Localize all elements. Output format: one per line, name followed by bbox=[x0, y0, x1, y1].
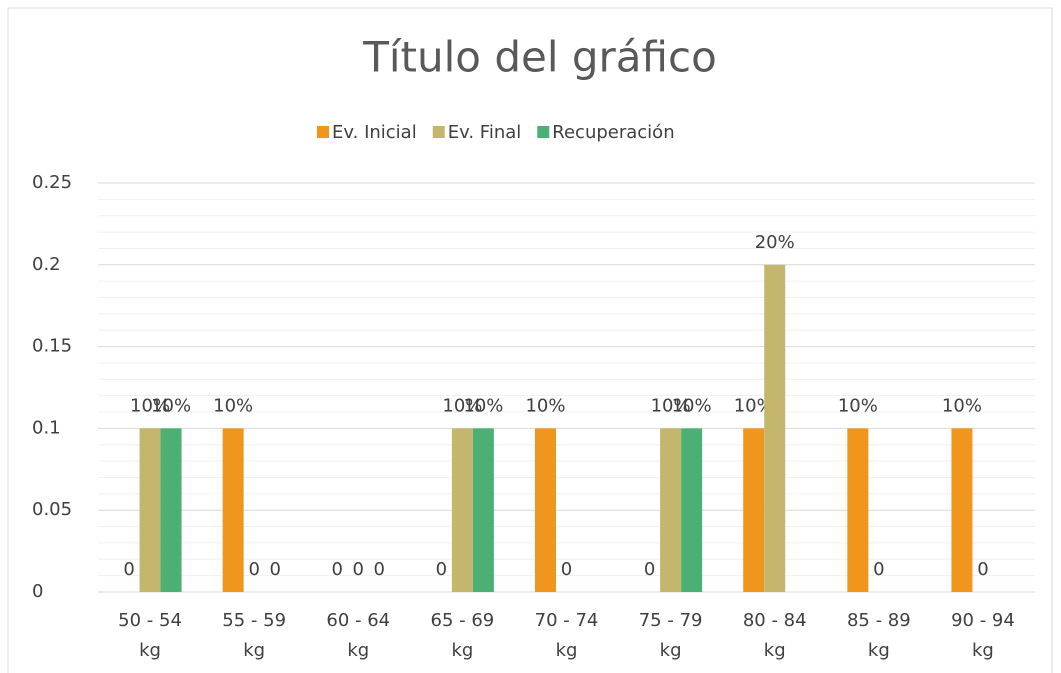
y-tick-label: 0.25 bbox=[32, 172, 72, 193]
data-label: 10% bbox=[130, 395, 170, 416]
data-label: 0 bbox=[561, 559, 572, 580]
data-label: 10% bbox=[672, 395, 712, 416]
data-label: 0 bbox=[977, 559, 988, 580]
legend-label: Ev. Inicial bbox=[332, 122, 417, 143]
legend-label: Ev. Final bbox=[448, 122, 522, 143]
data-label: 10% bbox=[525, 395, 565, 416]
legend-label: Recuperación bbox=[552, 122, 674, 143]
data-label: 10% bbox=[442, 395, 482, 416]
bar bbox=[681, 428, 703, 592]
legend-swatch bbox=[537, 126, 550, 138]
chart-border bbox=[7, 7, 1053, 673]
data-label: 0 bbox=[332, 559, 343, 580]
x-tick-label: 50 - 54 kg bbox=[118, 610, 182, 661]
data-label: 10% bbox=[734, 395, 774, 416]
data-label: 0 bbox=[269, 559, 280, 580]
data-label: 10% bbox=[942, 395, 982, 416]
x-tick-label: 65 - 69 kg bbox=[430, 610, 495, 661]
data-label: 10% bbox=[463, 395, 503, 416]
data-label: 0 bbox=[644, 559, 655, 580]
y-tick-label: 0 bbox=[32, 581, 43, 602]
data-label: 20% bbox=[755, 232, 795, 253]
bar bbox=[951, 428, 973, 592]
data-label: 10% bbox=[651, 395, 691, 416]
bar bbox=[472, 428, 494, 592]
data-label: 0 bbox=[353, 559, 364, 580]
y-tick-label: 0.05 bbox=[32, 499, 72, 520]
data-label: 0 bbox=[873, 559, 884, 580]
chart-title: Título del gráfico bbox=[362, 33, 717, 82]
y-tick-label: 0.2 bbox=[32, 254, 61, 275]
x-tick-label: 85 - 89 kg bbox=[846, 610, 911, 661]
x-tick-label: 90 - 94 kg bbox=[951, 610, 1015, 661]
data-label: 0 bbox=[436, 559, 447, 580]
x-tick-label: 60 - 64 kg bbox=[326, 610, 391, 661]
legend-swatch bbox=[432, 126, 445, 138]
bar bbox=[451, 428, 473, 592]
y-tick-label: 0.1 bbox=[32, 417, 61, 438]
x-tick-label: 75 - 79 kg bbox=[638, 610, 703, 661]
data-label: 0 bbox=[374, 559, 385, 580]
y-tick-label: 0.15 bbox=[32, 336, 72, 357]
x-tick-label: 55 - 59 kg bbox=[222, 610, 287, 661]
data-label: 10% bbox=[838, 395, 878, 416]
legend-swatch bbox=[317, 126, 329, 138]
data-label: 10% bbox=[213, 395, 253, 416]
bar bbox=[160, 428, 182, 592]
bar bbox=[764, 264, 786, 592]
bar bbox=[743, 428, 765, 592]
x-tick-label: 70 - 74 kg bbox=[534, 610, 599, 661]
bar bbox=[139, 428, 161, 592]
bar bbox=[660, 428, 682, 592]
bar bbox=[847, 428, 869, 592]
data-label: 10% bbox=[151, 395, 191, 416]
data-label: 0 bbox=[248, 559, 259, 580]
x-tick-label: 80 - 84 kg bbox=[742, 610, 807, 661]
bar bbox=[222, 428, 244, 592]
bar bbox=[535, 428, 556, 592]
data-label: 0 bbox=[123, 559, 134, 580]
